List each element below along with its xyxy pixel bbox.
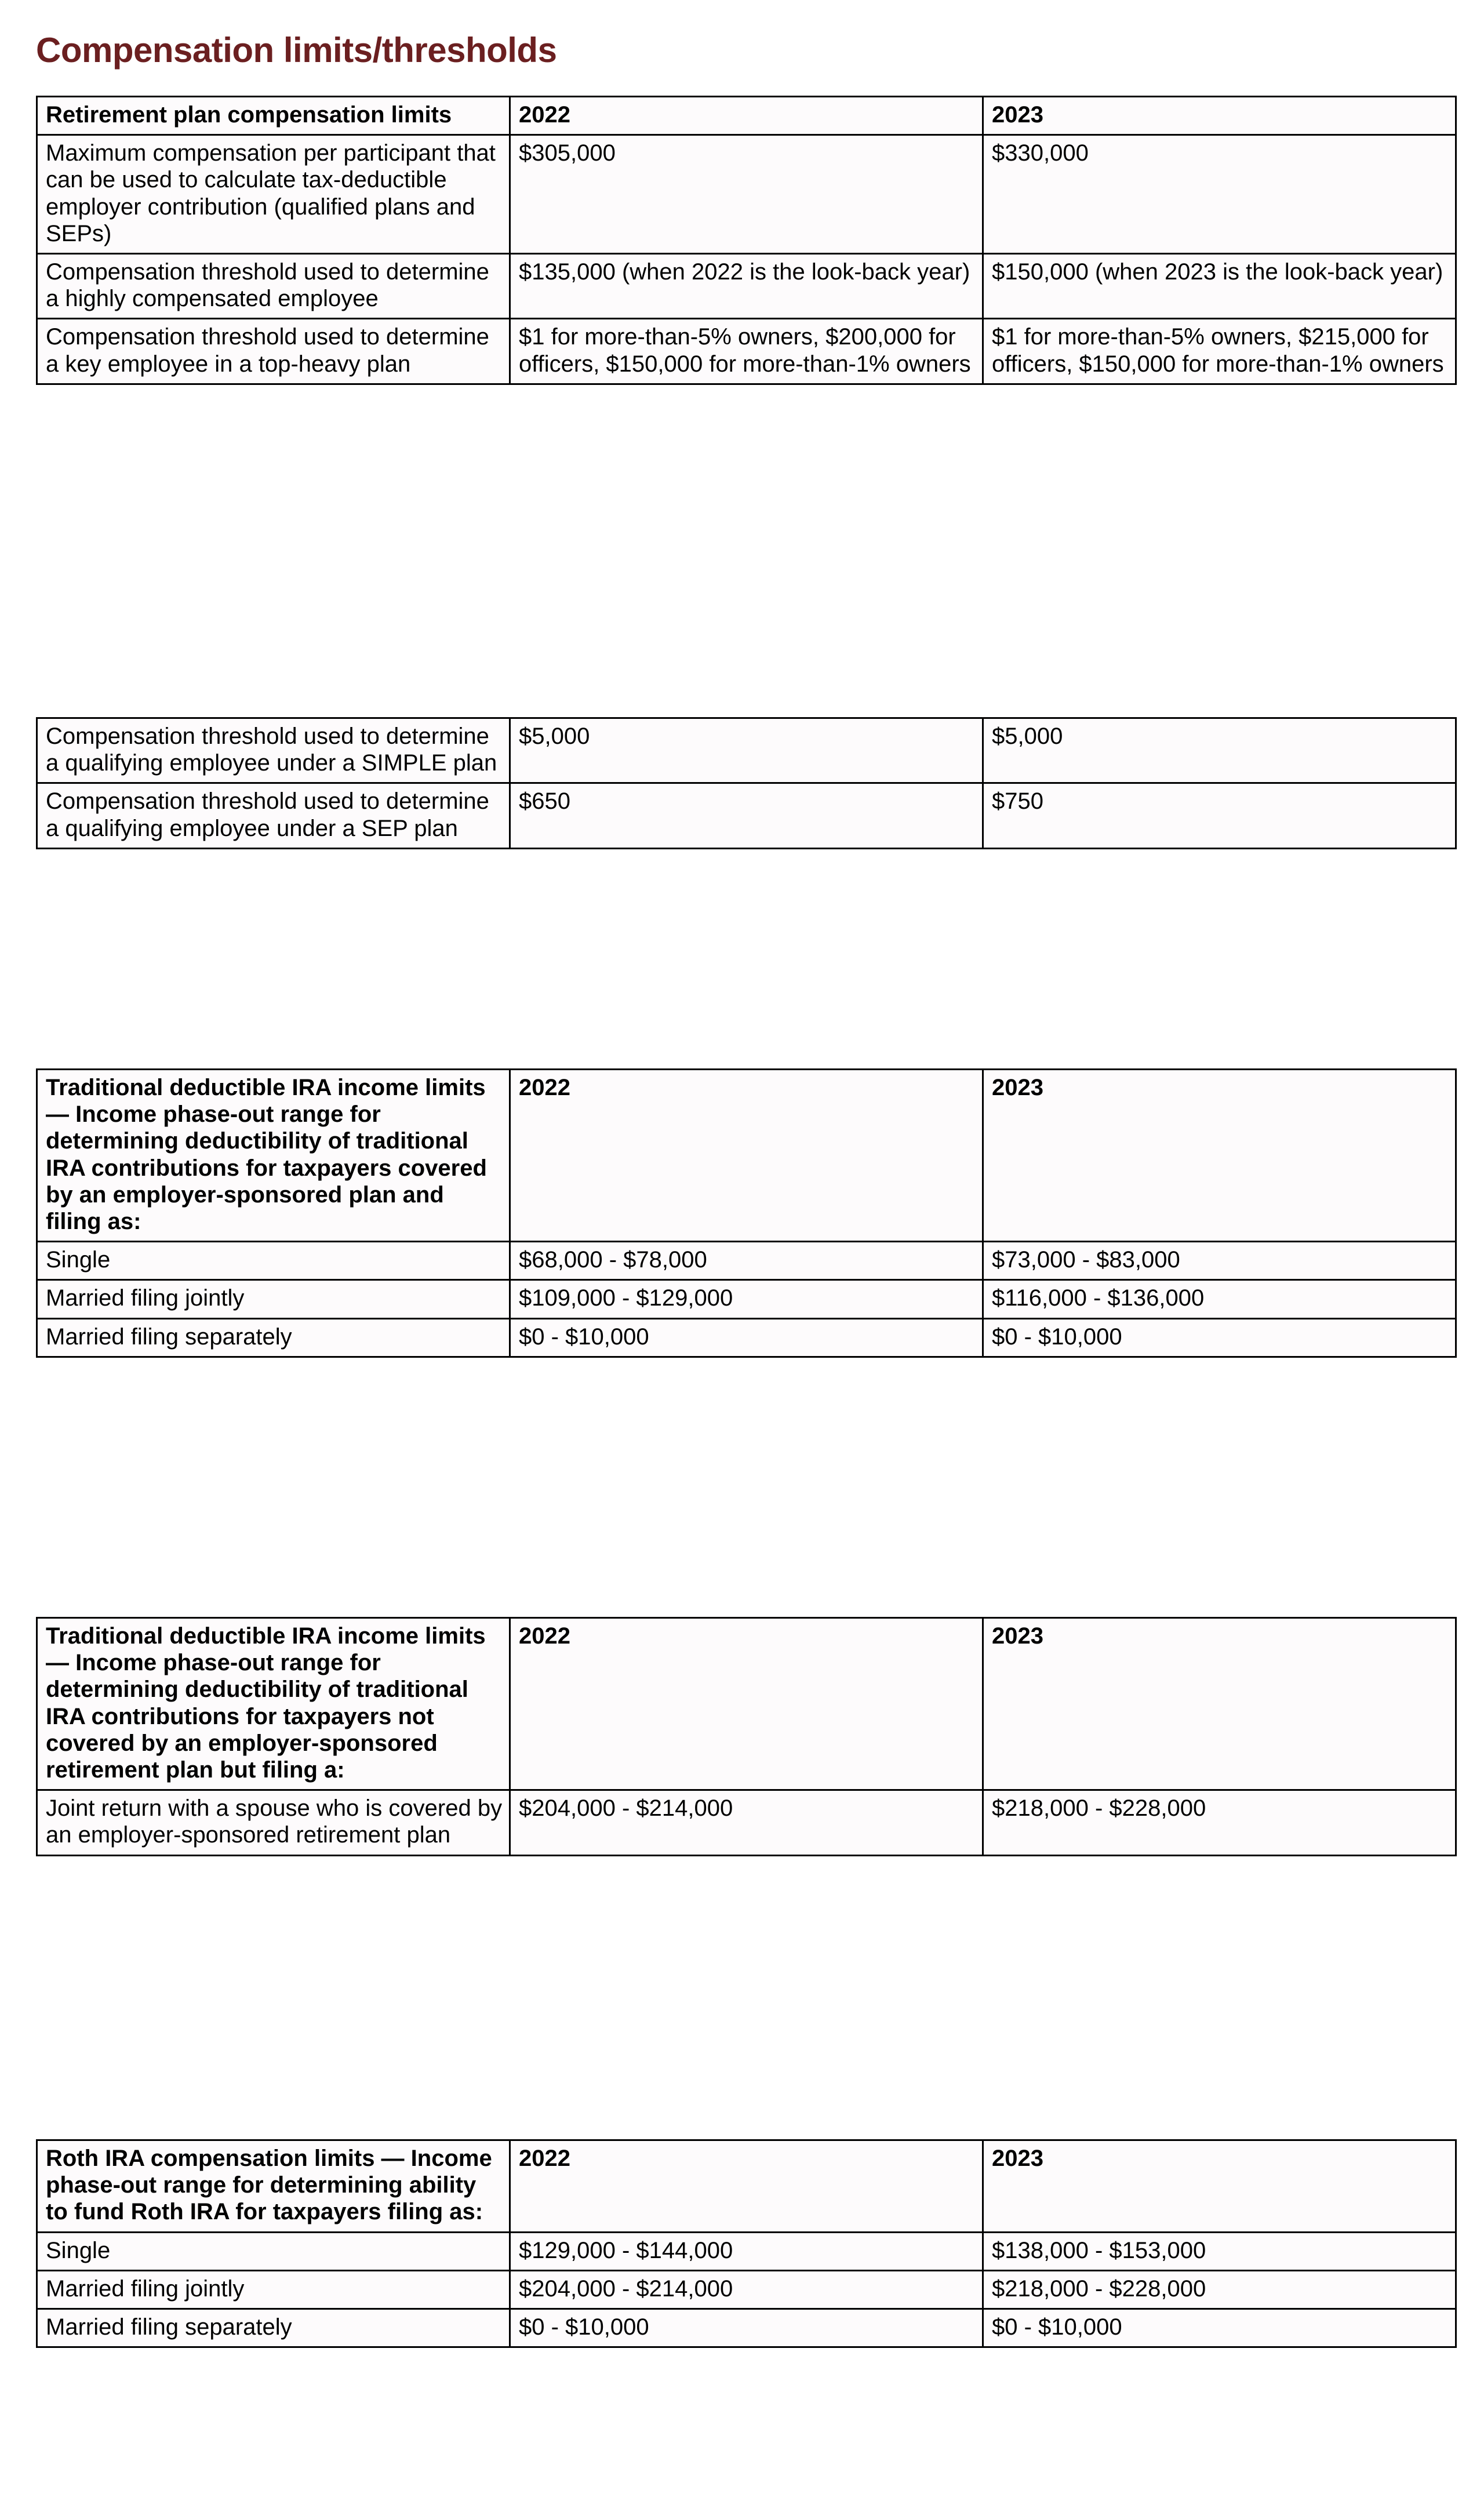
table-row: Married filing separately $0 - $10,000 $… <box>36 2307 1457 2349</box>
table-header-row: Roth IRA compensation limits — Income ph… <box>36 2139 1457 2233</box>
row-value-2022: $5,000 <box>509 717 984 784</box>
row-label: Joint return with a spouse who is covere… <box>36 1789 511 1856</box>
row-value-2022: $0 - $10,000 <box>509 2307 984 2349</box>
row-value-2022: $68,000 - $78,000 <box>509 1241 984 1281</box>
table-row: Maximum compensation per participant tha… <box>36 134 1457 255</box>
table-row: Joint return with a spouse who is covere… <box>36 1789 1457 1856</box>
table-traditional-ira-covered: Traditional deductible IRA income limits… <box>36 1068 1457 1358</box>
row-label: Married filing separately <box>36 1317 511 1358</box>
row-label: Married filing jointly <box>36 1279 511 1319</box>
table-header-row: Retirement plan compensation limits 2022… <box>36 95 1457 136</box>
row-value-2022: $129,000 - $144,000 <box>509 2231 984 2271</box>
row-value-2022: $135,000 (when 2022 is the look-back yea… <box>509 252 984 320</box>
column-header-2022: 2022 <box>509 2139 984 2233</box>
column-header-2023: 2023 <box>982 1068 1457 1243</box>
row-label: Compensation threshold used to determine… <box>36 252 511 320</box>
table-header-row: Traditional deductible IRA income limits… <box>36 1068 1457 1243</box>
column-header-2023: 2023 <box>982 95 1457 136</box>
table-row: Married filing jointly $204,000 - $214,0… <box>36 2269 1457 2310</box>
table-roth-ira-compensation-limits: Roth IRA compensation limits — Income ph… <box>36 2139 1457 2349</box>
row-value-2023: $73,000 - $83,000 <box>982 1241 1457 1281</box>
row-value-2023: $1 for more-than-5% owners, $215,000 for… <box>982 318 1457 385</box>
row-label: Compensation threshold used to determine… <box>36 318 511 385</box>
table-row: Compensation threshold used to determine… <box>36 318 1457 385</box>
column-header-2023: 2023 <box>982 2139 1457 2233</box>
row-value-2022: $650 <box>509 782 984 849</box>
row-value-2023: $0 - $10,000 <box>982 2307 1457 2349</box>
row-value-2023: $138,000 - $153,000 <box>982 2231 1457 2271</box>
column-header-2022: 2022 <box>509 95 984 136</box>
column-header-label: Traditional deductible IRA income limits… <box>36 1616 511 1791</box>
row-value-2023: $218,000 - $228,000 <box>982 1789 1457 1856</box>
column-header-label: Retirement plan compensation limits <box>36 95 511 136</box>
row-value-2023: $150,000 (when 2023 is the look-back yea… <box>982 252 1457 320</box>
row-value-2023: $330,000 <box>982 134 1457 255</box>
row-label: Married filing separately <box>36 2307 511 2349</box>
row-label: Compensation threshold used to determine… <box>36 717 511 784</box>
row-label: Married filing jointly <box>36 2269 511 2310</box>
row-value-2022: $204,000 - $214,000 <box>509 2269 984 2310</box>
row-label: Compensation threshold used to determine… <box>36 782 511 849</box>
table-row: Compensation threshold used to determine… <box>36 782 1457 849</box>
table-row: Married filing jointly $109,000 - $129,0… <box>36 1279 1457 1319</box>
table-row: Compensation threshold used to determine… <box>36 717 1457 784</box>
row-label: Single <box>36 1241 511 1281</box>
row-label: Maximum compensation per participant tha… <box>36 134 511 255</box>
row-value-2023: $0 - $10,000 <box>982 1317 1457 1358</box>
row-value-2023: $5,000 <box>982 717 1457 784</box>
table-simple-sep-thresholds: Compensation threshold used to determine… <box>36 717 1457 849</box>
row-value-2023: $750 <box>982 782 1457 849</box>
column-header-2023: 2023 <box>982 1616 1457 1791</box>
row-value-2022: $305,000 <box>509 134 984 255</box>
column-header-2022: 2022 <box>509 1616 984 1791</box>
row-label: Single <box>36 2231 511 2271</box>
row-value-2022: $0 - $10,000 <box>509 1317 984 1358</box>
table-retirement-plan-compensation-limits: Retirement plan compensation limits 2022… <box>36 95 1457 385</box>
table-row: Married filing separately $0 - $10,000 $… <box>36 1317 1457 1358</box>
table-header-row: Traditional deductible IRA income limits… <box>36 1616 1457 1791</box>
table-row: Single $68,000 - $78,000 $73,000 - $83,0… <box>36 1241 1457 1281</box>
row-value-2023: $116,000 - $136,000 <box>982 1279 1457 1319</box>
row-value-2022: $204,000 - $214,000 <box>509 1789 984 1856</box>
row-value-2022: $1 for more-than-5% owners, $200,000 for… <box>509 318 984 385</box>
row-value-2022: $109,000 - $129,000 <box>509 1279 984 1319</box>
table-traditional-ira-not-covered: Traditional deductible IRA income limits… <box>36 1616 1457 1856</box>
column-header-label: Roth IRA compensation limits — Income ph… <box>36 2139 511 2233</box>
column-header-2022: 2022 <box>509 1068 984 1243</box>
row-value-2023: $218,000 - $228,000 <box>982 2269 1457 2310</box>
table-row: Compensation threshold used to determine… <box>36 252 1457 320</box>
column-header-label: Traditional deductible IRA income limits… <box>36 1068 511 1243</box>
table-row: Single $129,000 - $144,000 $138,000 - $1… <box>36 2231 1457 2271</box>
page-title: Compensation limits/thresholds <box>36 31 557 70</box>
